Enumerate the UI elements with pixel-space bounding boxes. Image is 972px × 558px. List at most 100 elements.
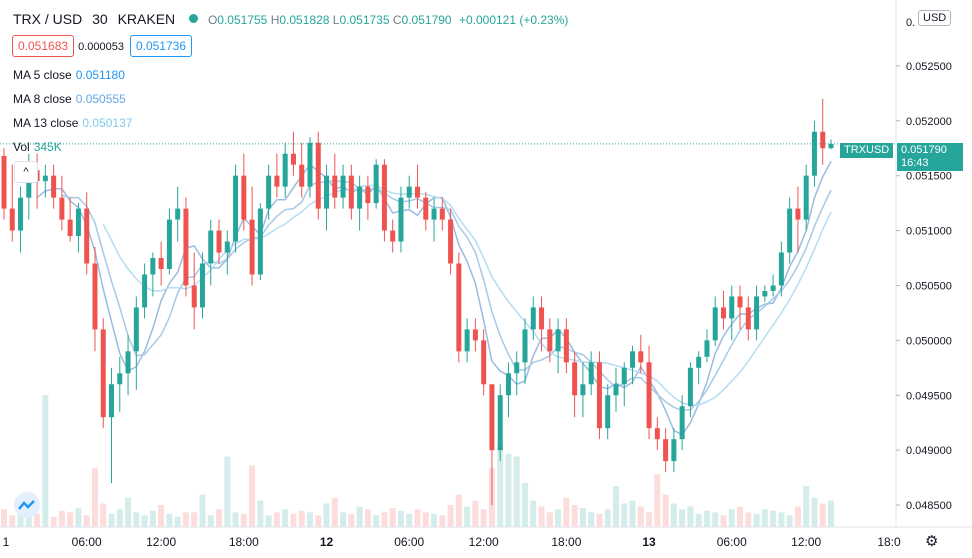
volume-bar [662,494,669,527]
volume-bar [778,512,785,527]
candle-body [290,153,296,165]
volume-bar [472,500,479,527]
currency-button[interactable]: USD [918,10,952,26]
volume-bar [422,512,429,527]
price-tick-label: 0. [906,17,915,29]
volume-bar [637,506,644,527]
volume-legend[interactable]: Vol 345K [13,140,62,154]
time-scale[interactable]: 1 06:00 12:00 18:00 12 06:00 12:00 18:00 13 06:00… [3,535,901,549]
candle-body [133,307,139,352]
candle-body [621,367,627,385]
candle-body [241,175,247,220]
volume-bar [373,515,380,527]
price-scale[interactable]: 0.052500 0.052000 0.051500 0.051000 0.050500… [896,17,952,512]
candle-body [92,263,98,330]
time-tick-label: 06:00 [394,535,424,549]
candle-body [671,439,677,462]
candle-body [150,258,156,275]
symbol-title[interactable]: TRX / USD [13,11,83,27]
volume-bar [687,506,694,527]
volume-bar [389,507,396,527]
volume-bar [149,510,156,527]
candle-body [340,175,346,198]
price-tick-label: 0.051000 [906,226,952,238]
candle-body [522,329,528,363]
candle-body [613,384,619,396]
candle-body [332,175,338,198]
volume-bar [67,512,74,527]
price-tick-label: 0.052000 [906,116,952,128]
price-tick-label: 0.049500 [906,390,952,402]
time-tick-label: 12 [320,535,334,549]
candle-body [754,296,760,330]
candle-body [431,208,437,220]
interval-label[interactable]: 30 [92,11,108,27]
volume-bar [315,515,322,527]
candle-body [820,131,826,149]
volume-bar [530,500,537,527]
volume-bar [116,509,123,527]
volume-bar [596,513,603,527]
volume-bar [83,515,90,527]
volume-bar [191,512,198,527]
volume-bar [240,513,247,527]
volume-bar [91,468,98,527]
candle-body [26,170,32,198]
candle-body [605,395,611,429]
candle-body [704,340,710,357]
settings-gear-icon[interactable]: ⚙ [925,533,939,550]
candle-body [563,329,569,363]
ma13-legend[interactable]: MA 13 close 0.050137 [13,116,133,130]
exchange-label: KRAKEN [117,11,176,27]
volume-bar [232,512,239,527]
candle-body [199,263,205,308]
price-tick-label: 0.049000 [906,445,952,457]
time-tick-label: 1 [3,535,10,549]
symbol-legend: TRX / USD 30 KRAKEN O0.051755 H0.051828 … [13,11,568,27]
candle-body [720,307,726,319]
volume-bar [182,512,189,527]
candle-body [307,142,313,187]
volume-bar [58,510,65,527]
candles [1,98,834,506]
time-tick-label: 13 [642,535,656,549]
candle-body [1,155,7,209]
collapse-legend-button[interactable]: ^ [14,161,38,183]
buy-button[interactable]: 0.051736 [129,35,193,57]
candle-body [646,362,652,429]
volume-bar [340,512,347,527]
volume-bar [646,512,653,527]
volume-bar [480,509,487,527]
candle-body [59,197,65,220]
candle-body [539,307,545,330]
volume-bar [381,512,388,527]
candle-body [472,329,478,341]
candle-body [630,351,636,368]
candle-body [679,406,685,440]
tradingview-logo-icon[interactable] [14,492,40,518]
ma5-legend[interactable]: MA 5 close 0.051180 [13,68,125,82]
candle-body [18,197,24,231]
candle-body [142,274,148,308]
candle-body [415,186,420,198]
time-tick-label: 06:00 [717,535,747,549]
candle-body [572,362,578,396]
price-tick-label: 0.052500 [906,61,952,73]
volume-bar [728,509,735,527]
candle-body [423,197,429,220]
volume-bar [828,500,834,527]
volume-bar [464,506,471,527]
price-tick-label: 0.051500 [906,171,952,183]
candle-body [117,373,123,385]
candle-body [555,329,561,352]
volume-bar [273,512,280,527]
volume-bar [431,513,438,527]
volume-bar [555,509,562,527]
volume-bar [745,512,752,527]
sell-button[interactable]: 0.051683 [12,35,75,57]
candle-body [208,230,214,264]
volume-bar [720,515,727,527]
ma8-legend[interactable]: MA 8 close 0.050555 [13,92,126,106]
candle-body [456,263,462,352]
